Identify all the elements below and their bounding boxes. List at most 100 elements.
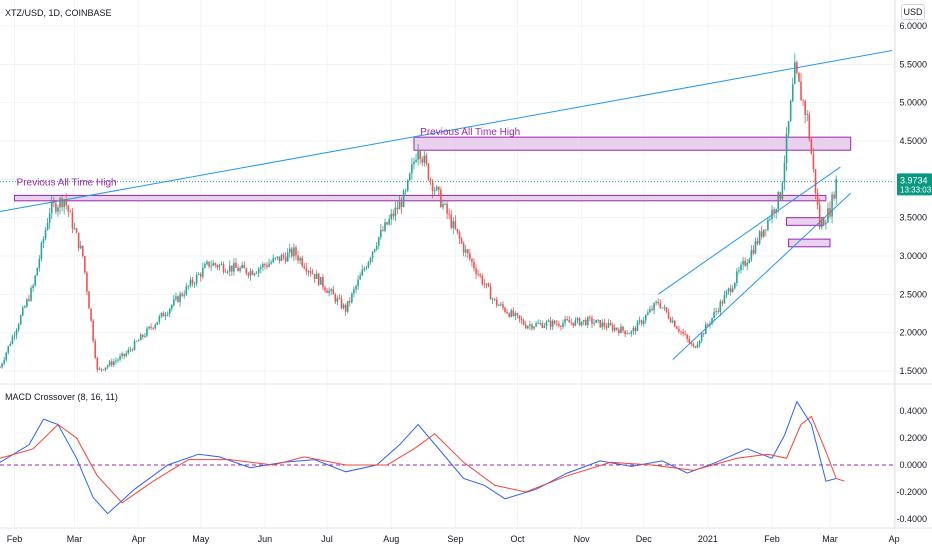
- candle-body: [34, 275, 36, 286]
- price-label-box: [897, 173, 932, 196]
- candle-body: [179, 293, 181, 303]
- price-axis[interactable]: 6.00005.50005.00004.50004.00003.50003.00…: [899, 21, 927, 376]
- pane-separator[interactable]: [0, 0, 932, 529]
- candle-body: [613, 327, 616, 331]
- candle-body: [673, 320, 676, 327]
- candle-body: [363, 268, 366, 270]
- candle-body: [90, 308, 92, 321]
- time-tick-label: Jul: [321, 534, 333, 544]
- candle-body: [754, 241, 757, 254]
- candle-body: [603, 322, 606, 327]
- candle-body: [247, 273, 250, 276]
- time-axis[interactable]: Feb Mar Apr May Jun Jul Aug Sep Oct Nov Dec 2021 Feb…: [7, 534, 900, 544]
- candle-body: [386, 222, 388, 225]
- candle-body: [245, 268, 248, 274]
- candle-body: [690, 342, 693, 344]
- macd-axis[interactable]: 0.4000 0.2000 0.0000 -0.2000 -0.4000: [896, 406, 927, 524]
- candle-body: [338, 298, 341, 299]
- candle-body: [253, 273, 256, 275]
- candle-body: [429, 179, 432, 181]
- candle-body: [270, 262, 272, 264]
- candle-body: [297, 255, 299, 261]
- candle-body: [767, 219, 769, 230]
- signal-line: [0, 415, 845, 504]
- trendlines[interactable]: [0, 50, 893, 360]
- candle-body: [618, 329, 620, 334]
- candle-body: [55, 203, 57, 212]
- candle-body: [303, 265, 306, 269]
- symbol-title[interactable]: XTZ/USD, 1D, COINBASE: [5, 8, 112, 18]
- price-tick-label: 5.0000: [899, 98, 927, 108]
- candle-body: [139, 334, 142, 341]
- candle-body: [558, 323, 560, 326]
- macd-line: [0, 400, 837, 515]
- candle-body: [125, 353, 128, 357]
- candle-body: [67, 205, 70, 212]
- candle-body: [789, 101, 792, 122]
- candle-body: [131, 349, 134, 351]
- candle-body: [448, 213, 450, 215]
- candle-body: [820, 219, 823, 228]
- candle-body: [466, 249, 469, 254]
- candle-body: [527, 326, 529, 329]
- candle-body: [601, 322, 604, 328]
- time-tick-label: Dec: [636, 534, 653, 544]
- annotation-label[interactable]: Previous All Time High: [420, 127, 520, 138]
- candle-body: [715, 311, 717, 313]
- candle-body: [133, 341, 136, 351]
- price-zones[interactable]: [13, 136, 852, 248]
- candle-body: [806, 114, 809, 116]
- candle-body: [320, 276, 322, 285]
- candle-body: [516, 313, 519, 316]
- candle-body: [655, 301, 657, 304]
- candle-body: [758, 231, 761, 244]
- candle-body: [549, 320, 552, 327]
- candle-body: [144, 335, 146, 337]
- candle-body: [684, 333, 686, 335]
- candle-body: [580, 321, 583, 326]
- candle-body: [98, 368, 101, 370]
- macd-legend-label[interactable]: MACD Crossover (8, 16, 11): [5, 392, 118, 402]
- candle-body: [686, 334, 688, 339]
- candle-body: [224, 271, 227, 273]
- candle-body: [696, 344, 699, 348]
- candle-body: [63, 199, 65, 208]
- candle-body: [40, 242, 43, 259]
- candle-body: [493, 298, 496, 300]
- candle-body: [417, 151, 419, 160]
- candle-body: [259, 267, 262, 269]
- candle-body: [228, 265, 231, 272]
- candle-body: [17, 324, 20, 330]
- candle-body: [353, 289, 355, 294]
- candle-body: [272, 258, 275, 263]
- candle-body: [508, 313, 510, 317]
- currency-button[interactable]: USD: [901, 4, 925, 20]
- candle-body: [336, 298, 339, 302]
- candle-body: [495, 299, 498, 306]
- candle-body: [396, 207, 399, 210]
- annotation-label[interactable]: Previous All Time High: [17, 177, 117, 188]
- candle-body: [400, 201, 403, 207]
- candle-body: [659, 303, 662, 309]
- candle-body: [415, 159, 417, 162]
- annotations[interactable]: Previous All Time High Previous All Time …: [17, 127, 521, 189]
- price-grid: [0, 0, 895, 529]
- candle-body: [456, 228, 459, 233]
- candle-body: [79, 245, 82, 249]
- candle-body: [620, 326, 622, 334]
- candle-body: [170, 305, 173, 309]
- candle-body: [127, 349, 130, 354]
- candle-body: [322, 276, 324, 288]
- candle-body: [506, 312, 508, 314]
- candle-body: [119, 356, 121, 360]
- candle-body: [595, 320, 597, 323]
- candle-body: [462, 243, 465, 253]
- price-tick-label: 2.0000: [899, 328, 927, 338]
- candle-body: [402, 190, 405, 207]
- candle-body: [731, 288, 734, 292]
- zone-rectangle: [413, 136, 852, 151]
- candle-body: [146, 328, 148, 336]
- candle-body: [293, 247, 295, 257]
- candle-body: [649, 309, 651, 313]
